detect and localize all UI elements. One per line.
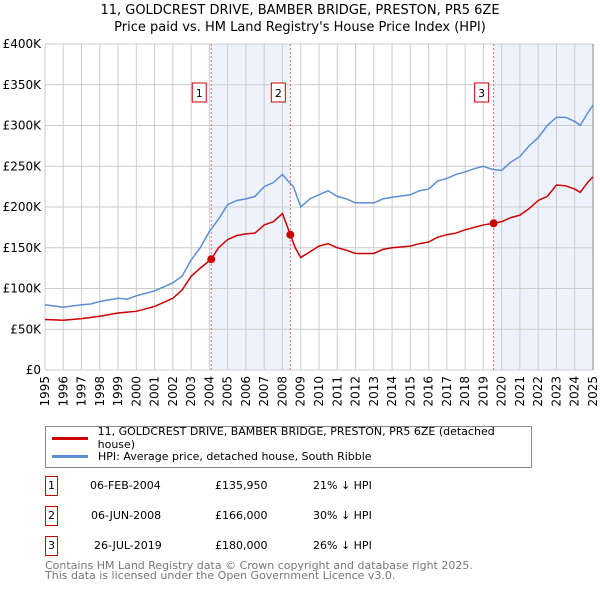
transaction-delta: 21% ↓ HPI (313, 479, 372, 492)
sale-label-box (270, 82, 286, 103)
legend-label: 11, GOLDCREST DRIVE, BAMBER BRIDGE, PRES… (97, 425, 495, 451)
footer: Contains HM Land Registry data © Crown c… (45, 559, 473, 582)
transaction-price: £166,000 (215, 509, 268, 522)
x-tick-label: 1998 (93, 376, 107, 407)
series-line (44, 104, 594, 309)
y-tick-label: £400K (3, 37, 43, 51)
x-tick-label: 2005 (221, 376, 235, 407)
x-tick-label: 2024 (568, 376, 582, 407)
y-tick-label: £150K (3, 241, 43, 255)
sale-label: 3 (478, 87, 485, 100)
x-tick-label: 2014 (385, 376, 399, 407)
x-tick-label: 2004 (202, 376, 216, 407)
legend-item-property: 11, GOLDCREST DRIVE, BAMBER BRIDGE, PRES… (52, 425, 531, 451)
x-tick-label: 1995 (38, 376, 52, 407)
x-tick-label: 2025 (586, 376, 600, 407)
legend-swatch-blue (52, 454, 88, 458)
x-tick-label: 2011 (330, 376, 344, 407)
x-tick-label: 2015 (403, 376, 417, 407)
transaction-price: £180,000 (215, 539, 268, 552)
subtitle-line: Price paid vs. HM Land Registry's House … (114, 20, 486, 35)
legend-swatch-red (52, 436, 88, 440)
y-tick-label: £50K (10, 322, 42, 336)
transaction-delta: 26% ↓ HPI (313, 539, 372, 552)
sale-point (207, 255, 216, 264)
legend: 11, GOLDCREST DRIVE, BAMBER BRIDGE, PRES… (45, 425, 532, 468)
y-tick-label: £350K (3, 78, 43, 92)
y-tick-label: £200K (3, 200, 43, 214)
legend-item-hpi: HPI: Average price, detached house, Sout… (52, 447, 372, 465)
x-tick-label: 2000 (129, 376, 143, 407)
price-chart: £0 £50K £100K £150K £200K £250K £300K £350K £400… (3, 37, 600, 407)
x-tick-label: 2022 (531, 376, 545, 407)
sale-label: 1 (196, 87, 203, 100)
transaction-marker: 1 (45, 476, 58, 496)
x-tick-label: 2007 (257, 376, 271, 407)
footer-line: This data is licensed under the Open Gov… (45, 569, 396, 582)
y-tick-label: £300K (3, 119, 43, 133)
x-tick-label: 2003 (184, 376, 198, 407)
series-line (44, 176, 594, 322)
transaction-date: 06-JUN-2008 (91, 509, 162, 522)
x-tick-label: 2001 (148, 376, 162, 407)
x-tick-label: 2009 (294, 376, 308, 407)
x-tick-label: 2006 (239, 376, 253, 407)
x-tick-label: 2017 (440, 376, 454, 407)
footer-line: Contains HM Land Registry data © Crown c… (45, 559, 473, 572)
sale-label-box (191, 82, 207, 103)
x-tick-label: 2023 (549, 376, 563, 407)
transaction-date: 26-JUL-2019 (94, 539, 162, 552)
title-line: 11, GOLDCREST DRIVE, BAMBER BRIDGE, PRES… (100, 3, 500, 18)
y-tick-label: £250K (3, 159, 43, 173)
transaction-marker: 3 (45, 536, 58, 556)
chart-title: 11, GOLDCREST DRIVE, BAMBER BRIDGE, PRES… (0, 2, 600, 36)
transaction-delta: 30% ↓ HPI (313, 509, 372, 522)
y-tick-label: £100K (3, 282, 43, 296)
x-tick-label: 2019 (476, 376, 490, 407)
y-tick-label: £0 (26, 363, 41, 377)
sale-point (286, 230, 295, 239)
x-tick-label: 2016 (422, 376, 436, 407)
x-tick-label: 2008 (275, 376, 289, 407)
x-tick-label: 1999 (111, 376, 125, 407)
transaction-marker: 2 (45, 506, 58, 526)
x-tick-label: 2010 (312, 376, 326, 407)
x-tick-label: 2018 (458, 376, 472, 407)
x-tick-label: 2013 (367, 376, 381, 407)
sale-label: 2 (275, 87, 282, 100)
sale-label-box (474, 82, 490, 103)
x-tick-label: 2002 (166, 376, 180, 407)
x-tick-label: 1996 (56, 376, 70, 407)
x-tick-label: 2012 (349, 376, 363, 407)
transaction-price: £135,950 (215, 479, 268, 492)
transaction-date: 06-FEB-2004 (90, 479, 161, 492)
x-tick-label: 1997 (75, 376, 89, 407)
x-tick-label: 2020 (495, 376, 509, 407)
legend-label: HPI: Average price, detached house, Sout… (98, 449, 372, 463)
x-tick-label: 2021 (513, 376, 527, 407)
sale-point (489, 219, 498, 228)
